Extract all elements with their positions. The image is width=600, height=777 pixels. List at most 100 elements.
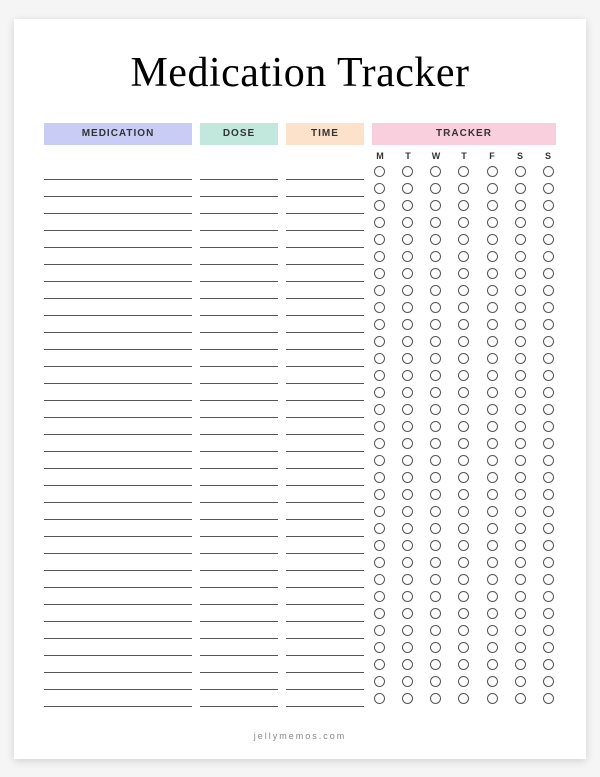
tracker-circle[interactable] (543, 506, 554, 517)
tracker-circle[interactable] (402, 574, 413, 585)
tracker-circle[interactable] (543, 217, 554, 228)
tracker-circle[interactable] (374, 693, 385, 704)
tracker-circle[interactable] (430, 183, 441, 194)
tracker-circle[interactable] (487, 625, 498, 636)
tracker-circle[interactable] (374, 625, 385, 636)
tracker-circle[interactable] (487, 557, 498, 568)
tracker-circle[interactable] (543, 370, 554, 381)
tracker-circle[interactable] (515, 370, 526, 381)
tracker-circle[interactable] (430, 608, 441, 619)
tracker-circle[interactable] (543, 200, 554, 211)
tracker-circle[interactable] (487, 285, 498, 296)
tracker-circle[interactable] (374, 285, 385, 296)
tracker-circle[interactable] (458, 506, 469, 517)
tracker-circle[interactable] (543, 574, 554, 585)
tracker-circle[interactable] (374, 608, 385, 619)
tracker-circle[interactable] (515, 217, 526, 228)
tracker-circle[interactable] (402, 489, 413, 500)
tracker-circle[interactable] (458, 183, 469, 194)
tracker-circle[interactable] (515, 404, 526, 415)
tracker-circle[interactable] (487, 319, 498, 330)
tracker-circle[interactable] (487, 166, 498, 177)
tracker-circle[interactable] (402, 353, 413, 364)
tracker-circle[interactable] (543, 591, 554, 602)
tracker-circle[interactable] (515, 676, 526, 687)
tracker-circle[interactable] (543, 234, 554, 245)
tracker-circle[interactable] (515, 319, 526, 330)
tracker-circle[interactable] (458, 251, 469, 262)
tracker-circle[interactable] (402, 608, 413, 619)
tracker-circle[interactable] (458, 489, 469, 500)
tracker-circle[interactable] (543, 251, 554, 262)
tracker-circle[interactable] (515, 574, 526, 585)
tracker-circle[interactable] (458, 217, 469, 228)
tracker-circle[interactable] (487, 574, 498, 585)
tracker-circle[interactable] (402, 693, 413, 704)
tracker-circle[interactable] (458, 336, 469, 347)
tracker-circle[interactable] (374, 336, 385, 347)
tracker-circle[interactable] (487, 693, 498, 704)
tracker-circle[interactable] (430, 217, 441, 228)
tracker-circle[interactable] (487, 234, 498, 245)
tracker-circle[interactable] (515, 268, 526, 279)
tracker-circle[interactable] (515, 336, 526, 347)
tracker-circle[interactable] (543, 336, 554, 347)
tracker-circle[interactable] (402, 268, 413, 279)
tracker-circle[interactable] (487, 370, 498, 381)
tracker-circle[interactable] (515, 557, 526, 568)
tracker-circle[interactable] (374, 506, 385, 517)
tracker-circle[interactable] (487, 217, 498, 228)
tracker-circle[interactable] (430, 404, 441, 415)
tracker-circle[interactable] (515, 251, 526, 262)
tracker-circle[interactable] (487, 183, 498, 194)
tracker-circle[interactable] (458, 608, 469, 619)
tracker-circle[interactable] (487, 489, 498, 500)
tracker-circle[interactable] (374, 353, 385, 364)
tracker-circle[interactable] (430, 523, 441, 534)
tracker-circle[interactable] (374, 183, 385, 194)
tracker-circle[interactable] (430, 591, 441, 602)
tracker-circle[interactable] (543, 302, 554, 313)
tracker-circle[interactable] (374, 421, 385, 432)
tracker-circle[interactable] (374, 387, 385, 398)
tracker-circle[interactable] (430, 166, 441, 177)
tracker-circle[interactable] (402, 251, 413, 262)
tracker-circle[interactable] (487, 387, 498, 398)
tracker-circle[interactable] (402, 200, 413, 211)
tracker-circle[interactable] (374, 591, 385, 602)
tracker-circle[interactable] (543, 523, 554, 534)
tracker-circle[interactable] (430, 268, 441, 279)
tracker-circle[interactable] (374, 319, 385, 330)
tracker-circle[interactable] (487, 659, 498, 670)
tracker-circle[interactable] (402, 659, 413, 670)
tracker-circle[interactable] (487, 251, 498, 262)
tracker-circle[interactable] (458, 234, 469, 245)
tracker-circle[interactable] (374, 302, 385, 313)
tracker-circle[interactable] (515, 234, 526, 245)
tracker-circle[interactable] (515, 591, 526, 602)
tracker-circle[interactable] (374, 404, 385, 415)
tracker-circle[interactable] (430, 370, 441, 381)
tracker-circle[interactable] (458, 319, 469, 330)
tracker-circle[interactable] (458, 676, 469, 687)
tracker-circle[interactable] (430, 540, 441, 551)
tracker-circle[interactable] (487, 336, 498, 347)
tracker-circle[interactable] (374, 370, 385, 381)
tracker-circle[interactable] (515, 472, 526, 483)
tracker-circle[interactable] (402, 234, 413, 245)
tracker-circle[interactable] (402, 506, 413, 517)
tracker-circle[interactable] (515, 506, 526, 517)
tracker-circle[interactable] (430, 693, 441, 704)
tracker-circle[interactable] (402, 387, 413, 398)
tracker-circle[interactable] (487, 200, 498, 211)
tracker-circle[interactable] (515, 166, 526, 177)
tracker-circle[interactable] (430, 625, 441, 636)
tracker-circle[interactable] (543, 353, 554, 364)
tracker-circle[interactable] (543, 540, 554, 551)
tracker-circle[interactable] (374, 234, 385, 245)
tracker-circle[interactable] (458, 659, 469, 670)
tracker-circle[interactable] (374, 676, 385, 687)
tracker-circle[interactable] (430, 336, 441, 347)
tracker-circle[interactable] (374, 166, 385, 177)
tracker-circle[interactable] (402, 642, 413, 653)
